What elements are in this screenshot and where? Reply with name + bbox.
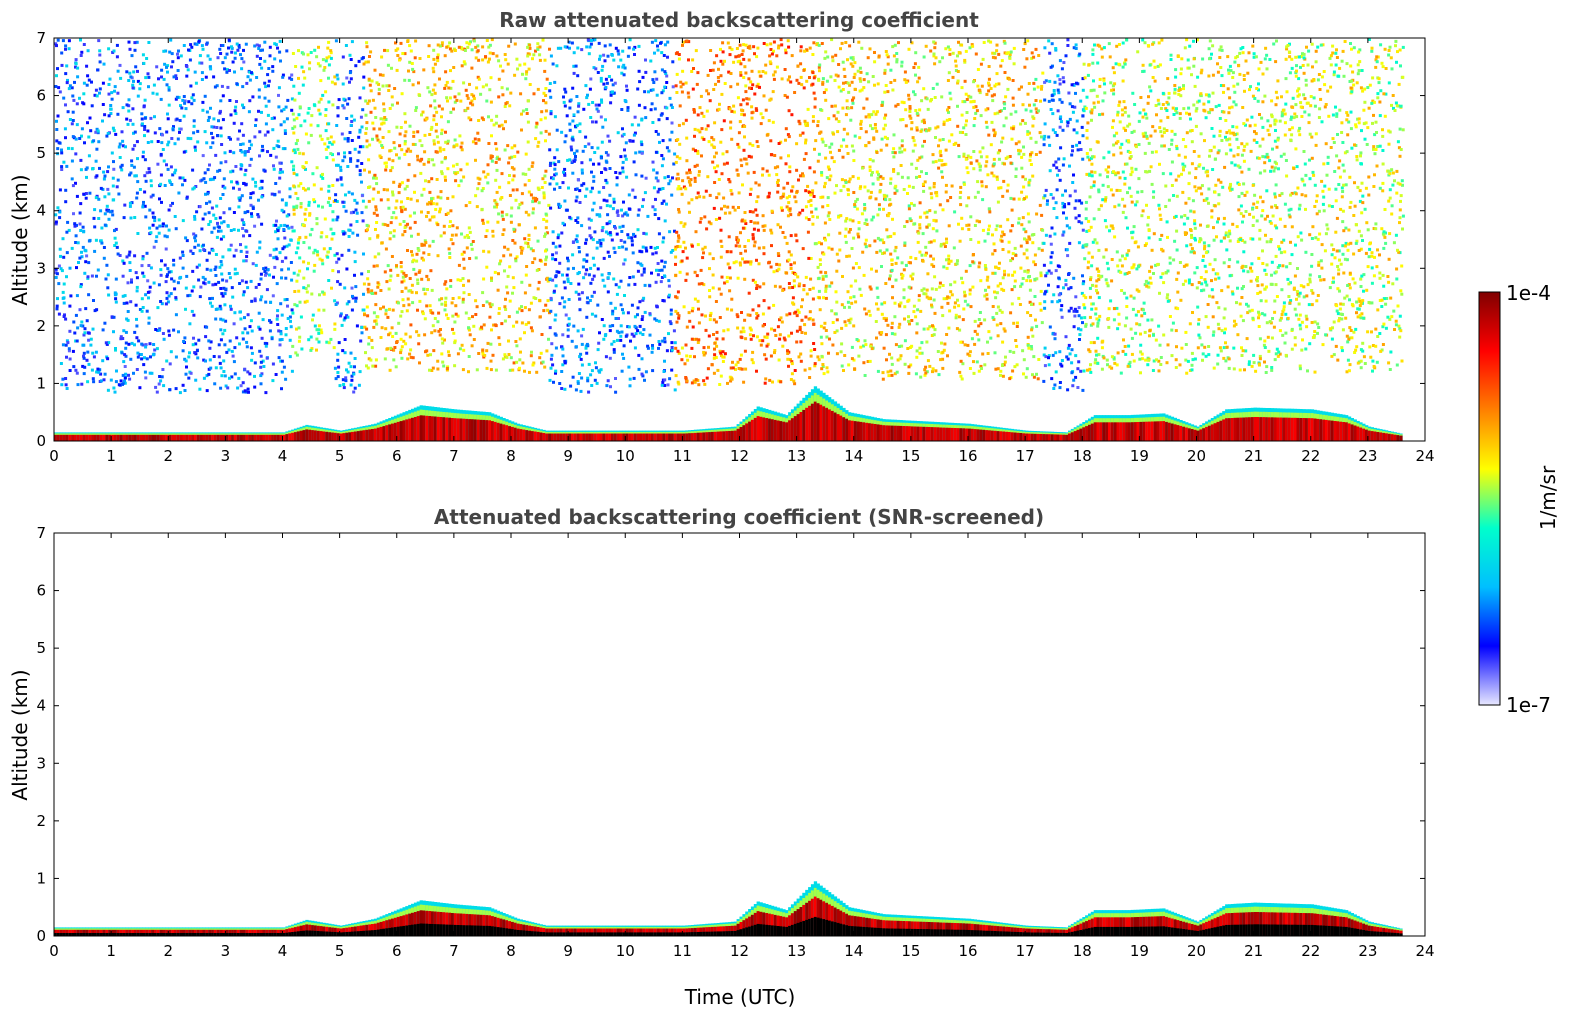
x-tick-label: 19: [1130, 447, 1149, 465]
x-tick-label: 22: [1301, 942, 1320, 960]
y-tick-label: 0: [36, 432, 46, 450]
x-tick-label: 24: [1415, 447, 1434, 465]
y-tick-label: 4: [36, 697, 46, 715]
x-tick-label: 10: [616, 447, 635, 465]
x-tick-label: 1: [106, 942, 116, 960]
noise-region: [673, 38, 817, 387]
snr-panel-title: Attenuated backscattering coefficient (S…: [434, 505, 1044, 529]
snr-plot-area: 0 1 2 3 4 5 6 7 8 9 10 11 12 13 14 15 16 17 18 19 20 21 22 23 24…: [36, 524, 1434, 960]
x-tick-label: 6: [392, 447, 402, 465]
noise-region: [333, 39, 366, 394]
x-tick-label: 3: [221, 447, 231, 465]
x-tick-label: 20: [1187, 942, 1206, 960]
colorbar-bar: [1478, 291, 1501, 706]
y-tick-label: 3: [36, 754, 46, 772]
x-tick-label: 8: [506, 447, 516, 465]
x-tick-label: 24: [1415, 942, 1434, 960]
y-tick-label: 5: [36, 639, 46, 657]
x-tick-label: 2: [163, 447, 173, 465]
x-tick-label: 23: [1358, 447, 1377, 465]
x-tick-label: 21: [1244, 447, 1263, 465]
x-tick-label: 12: [730, 447, 749, 465]
noise-region: [1082, 38, 1405, 375]
x-tick-label: 11: [673, 447, 692, 465]
x-tick-label: 9: [563, 447, 573, 465]
x-tick-label: 18: [1073, 447, 1092, 465]
x-tick-label: 6: [392, 942, 402, 960]
y-tick-label: 0: [36, 927, 46, 945]
raw-panel-ylabel: Altitude (km): [8, 174, 32, 305]
x-tick-label: 22: [1301, 447, 1320, 465]
x-tick-label: 4: [278, 447, 288, 465]
x-tick-label: 13: [787, 447, 806, 465]
x-tick-label: 5: [335, 942, 345, 960]
x-tick-label: 2: [163, 942, 173, 960]
snr-panel-ylabel: Altitude (km): [8, 669, 32, 800]
x-tick-label: 14: [844, 942, 863, 960]
colorbar-min-label: 1e-7: [1506, 693, 1551, 717]
colorbar-max-label: 1e-4: [1506, 281, 1551, 305]
raw-panel-title: Raw attenuated backscattering coefficien…: [499, 8, 979, 32]
x-tick-label: 15: [901, 942, 920, 960]
x-tick-label: 18: [1073, 942, 1092, 960]
x-tick-label: 4: [278, 942, 288, 960]
raw-backscatter-panel: Raw attenuated backscattering coefficien…: [8, 8, 1435, 465]
x-tick-label: 19: [1130, 942, 1149, 960]
y-tick-label: 6: [36, 582, 46, 600]
colorbar: 1e-4 1e-7 1/m/sr: [1478, 281, 1560, 717]
x-tick-label: 14: [844, 447, 863, 465]
y-tick-label: 4: [36, 202, 46, 220]
noise-region: [548, 38, 677, 394]
y-tick-label: 1: [36, 869, 46, 887]
x-tick-label: 9: [563, 942, 573, 960]
x-tick-label: 23: [1358, 942, 1377, 960]
x-tick-label: 0: [49, 447, 59, 465]
noise-region: [813, 38, 1046, 381]
x-tick-label: 16: [958, 447, 977, 465]
x-tick-label: 8: [506, 942, 516, 960]
x-tick-label: 13: [787, 942, 806, 960]
heatmap-cells: [54, 881, 1403, 936]
noise-region: [1042, 38, 1086, 392]
aerosol-layer: [54, 386, 1403, 441]
x-tick-label: 15: [901, 447, 920, 465]
x-tick-label: 11: [673, 942, 692, 960]
x-tick-label: 21: [1244, 942, 1263, 960]
noise-region: [291, 40, 337, 357]
aerosol-layer: [54, 881, 1403, 936]
y-tick-label: 2: [36, 812, 46, 830]
x-tick-label: 17: [1016, 447, 1035, 465]
y-tick-label: 3: [36, 259, 46, 277]
y-tick-label: 7: [36, 524, 46, 542]
x-tick-label: 20: [1187, 447, 1206, 465]
x-tick-label: 0: [49, 942, 59, 960]
x-tick-label: 12: [730, 942, 749, 960]
y-tick-label: 7: [36, 29, 46, 47]
heatmap-cells: [54, 38, 1405, 441]
x-tick-label: 3: [221, 942, 231, 960]
x-tick-label: 10: [616, 942, 635, 960]
x-tick-label: 5: [335, 447, 345, 465]
noise-region: [54, 38, 294, 395]
y-tick-label: 1: [36, 374, 46, 392]
y-tick-label: 6: [36, 87, 46, 105]
x-tick-label: 7: [449, 942, 459, 960]
x-tick-label: 7: [449, 447, 459, 465]
x-tick-label: 1: [106, 447, 116, 465]
y-tick-label: 5: [36, 144, 46, 162]
colorbar-unit-label: 1/m/sr: [1536, 465, 1560, 530]
raw-plot-area: 0 1 2 3 4 5 6 7 8 9 10 11 12 13 14 15 16 17 18 19 20 21 22 23 24…: [36, 29, 1434, 465]
y-tick-label: 2: [36, 317, 46, 335]
x-tick-label: 17: [1016, 942, 1035, 960]
snr-screened-panel: Attenuated backscattering coefficient (S…: [8, 505, 1435, 1009]
snr-panel-xlabel: Time (UTC): [684, 985, 796, 1009]
noise-region: [362, 38, 551, 374]
plot-frame: [53, 532, 1426, 937]
x-tick-label: 16: [958, 942, 977, 960]
